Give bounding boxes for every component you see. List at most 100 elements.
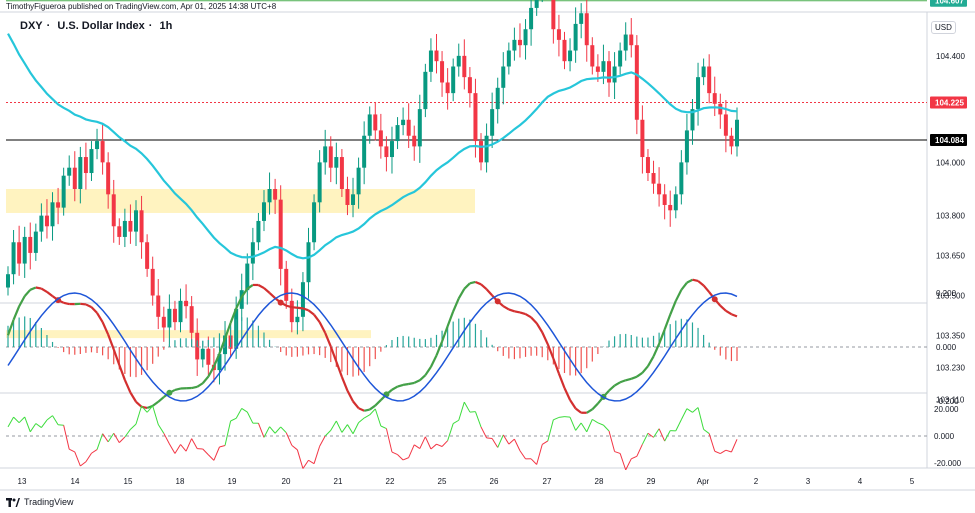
price-axis-tick: 103.110 (936, 395, 965, 404)
momentum-segment (647, 432, 654, 438)
oscillator-main-segment (485, 288, 493, 297)
candle-body (490, 109, 495, 136)
candle-body (89, 149, 94, 174)
candle-body (579, 13, 584, 24)
candle-body (334, 157, 339, 168)
momentum-segment (603, 424, 610, 432)
candle-body (401, 119, 406, 126)
moving-average-line (7, 33, 738, 260)
momentum-segment (430, 443, 437, 450)
momentum-segment (91, 449, 98, 454)
time-axis-tick: 22 (386, 477, 395, 486)
momentum-segment (157, 424, 165, 434)
oscillator-main-segment (508, 308, 515, 313)
oscillator-main-segment (363, 408, 370, 412)
candle-body (11, 242, 16, 275)
momentum-segment (625, 458, 632, 471)
momentum-axis-tick: 20.000 (934, 405, 959, 414)
candle-body (339, 157, 344, 189)
oscillator-main-segment (235, 296, 243, 310)
candle-body (690, 109, 695, 131)
oscillator-main-segment (586, 408, 593, 414)
momentum-segment (703, 428, 710, 434)
oscillator-cross-dot (166, 389, 173, 396)
candle-body (39, 215, 44, 232)
oscillator-main-segment (408, 381, 415, 386)
momentum-segment (391, 451, 398, 456)
momentum-segment (697, 407, 705, 430)
candle-body (707, 66, 712, 94)
momentum-segment (185, 438, 193, 452)
momentum-segment (107, 432, 115, 443)
momentum-segment (380, 425, 387, 430)
price-label-2: 104.225 (935, 98, 964, 107)
candle-body (245, 263, 250, 291)
candle-body (328, 146, 333, 168)
candle-body (373, 114, 378, 131)
candle-body (367, 114, 372, 136)
candle-body (33, 231, 38, 253)
oscillator-main-segment (524, 313, 532, 319)
candle-body (362, 135, 367, 168)
oscillator-main-segment (318, 321, 327, 334)
candle-body (106, 162, 111, 195)
momentum-segment (207, 454, 215, 461)
momentum-segment (592, 418, 599, 424)
oscillator-main-segment (212, 353, 221, 367)
oscillator-main-segment (118, 364, 126, 381)
candle-body (323, 146, 328, 163)
candle-body (551, 0, 556, 30)
candle-body (517, 39, 522, 46)
oscillator-main-segment (658, 329, 666, 345)
oscillator-cross-dot (711, 296, 718, 303)
oscillator-main-segment (463, 282, 471, 290)
momentum-segment (491, 438, 499, 448)
oscillator-axis-tick: -0.200 (936, 397, 959, 406)
momentum-segment (419, 436, 426, 449)
time-axis-tick: 5 (910, 477, 915, 486)
momentum-segment (224, 420, 232, 446)
momentum-segment (246, 411, 254, 424)
candle-body (61, 175, 66, 208)
time-axis-tick: Apr (697, 477, 710, 486)
candle-body (256, 220, 261, 243)
momentum-segment (441, 440, 448, 447)
momentum-segment (586, 419, 593, 433)
momentum-segment (80, 461, 87, 467)
momentum-segment (569, 416, 577, 431)
candle-body (684, 130, 689, 163)
oscillator-main-segment (302, 307, 309, 312)
oscillator-main-segment (263, 287, 271, 294)
oscillator-main-segment (457, 288, 466, 300)
candle-body (595, 66, 600, 72)
candle-body (239, 290, 244, 309)
candle-body (44, 215, 49, 227)
candle-body (217, 354, 222, 371)
oscillator-main-segment (557, 373, 566, 389)
tradingview-logo[interactable]: TradingView (6, 497, 74, 507)
momentum-segment (13, 416, 20, 424)
oscillator-main-segment (413, 379, 421, 384)
momentum-segment (241, 408, 248, 413)
time-axis-tick: 25 (438, 477, 447, 486)
momentum-segment (341, 424, 348, 433)
currency-badge[interactable]: USD (931, 21, 956, 34)
momentum-segment (519, 450, 526, 460)
candle-body (72, 167, 77, 189)
candle-body (284, 268, 289, 301)
momentum-segment (547, 419, 554, 442)
candle-body (95, 141, 100, 150)
oscillator-main-segment (80, 302, 87, 306)
candle-body (484, 135, 489, 163)
candle-body (473, 93, 478, 142)
candle-body (440, 61, 445, 83)
candle-body (167, 308, 172, 328)
oscillator-main-segment (96, 312, 104, 323)
candle-body (100, 141, 105, 163)
oscillator-main-segment (391, 385, 399, 391)
momentum-segment (675, 419, 682, 432)
candle-body (573, 23, 578, 51)
candle-body (456, 55, 461, 67)
oscillator-main-segment (469, 280, 476, 285)
